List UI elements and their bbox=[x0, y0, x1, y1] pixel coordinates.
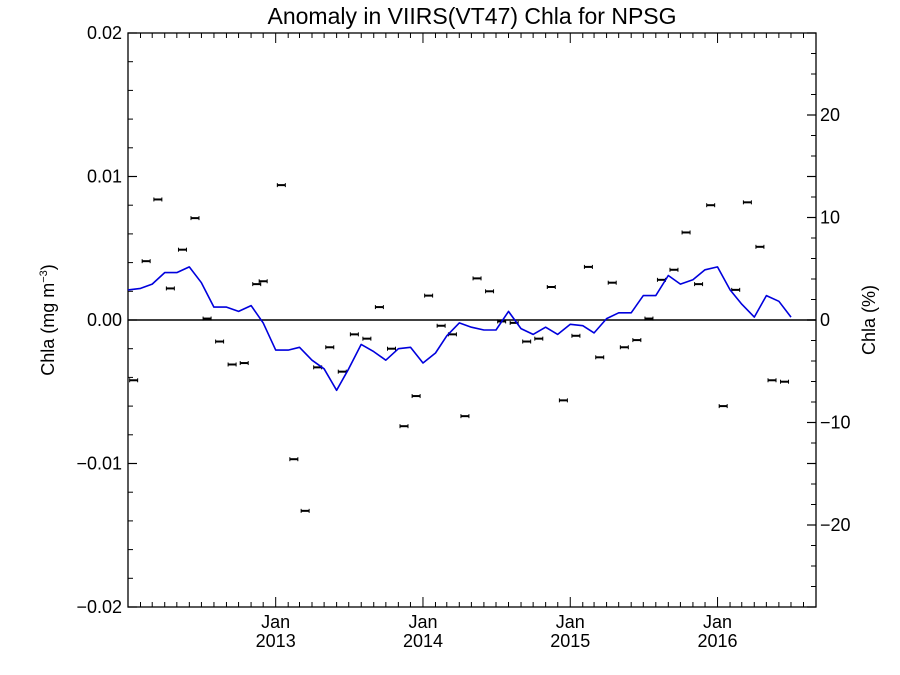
y-axis-right: 20 10 0 −10 −20 bbox=[807, 105, 851, 535]
data-point bbox=[258, 279, 268, 284]
data-point bbox=[534, 336, 544, 341]
data-point bbox=[227, 362, 237, 367]
y-tick-label-left: −0.01 bbox=[76, 454, 122, 474]
data-point bbox=[522, 339, 532, 344]
data-point bbox=[436, 323, 446, 328]
data-point bbox=[153, 197, 163, 202]
data-point bbox=[731, 287, 741, 292]
data-point bbox=[694, 282, 704, 287]
data-point bbox=[349, 332, 359, 337]
data-point bbox=[325, 345, 335, 350]
y-tick-label-left: 0.00 bbox=[87, 310, 122, 330]
x-tick-label-year: 2013 bbox=[256, 631, 296, 651]
y-tick-label-right: 10 bbox=[820, 208, 840, 228]
data-point bbox=[472, 276, 482, 281]
x-tick-label-month: Jan bbox=[408, 612, 437, 632]
data-point bbox=[546, 284, 556, 289]
y-tick-label-right: 0 bbox=[820, 310, 830, 330]
data-point bbox=[718, 404, 728, 409]
data-point bbox=[289, 457, 299, 462]
y-tick-label-left: 0.02 bbox=[87, 23, 122, 43]
data-point bbox=[632, 338, 642, 343]
data-point bbox=[190, 216, 200, 221]
y-tick-label-right: −10 bbox=[820, 413, 851, 433]
data-point bbox=[571, 333, 581, 338]
data-point bbox=[165, 286, 175, 291]
data-point bbox=[177, 247, 187, 252]
data-point bbox=[558, 398, 568, 403]
data-point bbox=[424, 293, 434, 298]
data-point bbox=[706, 203, 716, 208]
x-tick-label-month: Jan bbox=[703, 612, 732, 632]
data-point bbox=[399, 424, 409, 429]
x-tick-label-year: 2015 bbox=[550, 631, 590, 651]
data-point bbox=[239, 361, 249, 366]
data-point bbox=[780, 379, 790, 384]
data-point bbox=[374, 305, 384, 310]
y-tick-label-right: −20 bbox=[820, 515, 851, 535]
anomaly-points bbox=[129, 183, 790, 513]
data-point bbox=[644, 316, 654, 321]
data-point bbox=[215, 339, 225, 344]
data-point bbox=[411, 394, 421, 399]
y-axis-left: 0.02 0.01 0.00 −0.01 −0.02 bbox=[76, 23, 816, 617]
data-point bbox=[276, 183, 286, 188]
data-point bbox=[681, 230, 691, 235]
minor-ticks bbox=[128, 32, 816, 608]
data-point bbox=[141, 259, 151, 264]
x-tick-label-month: Jan bbox=[556, 612, 585, 632]
data-point bbox=[607, 280, 617, 285]
data-point bbox=[742, 200, 752, 205]
data-point bbox=[252, 282, 262, 287]
data-point bbox=[767, 378, 777, 383]
y-axis-left-label: Chla (mg m−3) bbox=[38, 264, 58, 376]
data-point bbox=[755, 244, 765, 249]
y-tick-label-right: 20 bbox=[820, 105, 840, 125]
x-tick-label-year: 2016 bbox=[698, 631, 738, 651]
data-point bbox=[337, 369, 347, 374]
y-axis-right-label: Chla (%) bbox=[859, 285, 879, 355]
data-point bbox=[619, 345, 629, 350]
x-tick-label-year: 2014 bbox=[403, 631, 443, 651]
x-tick-label-month: Jan bbox=[261, 612, 290, 632]
data-point bbox=[460, 414, 470, 419]
data-point bbox=[202, 316, 212, 321]
chart-title: Anomaly in VIIRS(VT47) Chla for NPSG bbox=[267, 3, 676, 29]
data-point bbox=[386, 346, 396, 351]
data-point bbox=[129, 378, 139, 383]
data-point bbox=[595, 355, 605, 360]
trend-line bbox=[127, 266, 792, 392]
data-point bbox=[300, 508, 310, 513]
data-point bbox=[485, 289, 495, 294]
data-point bbox=[362, 336, 372, 341]
data-point bbox=[669, 267, 679, 272]
y-tick-label-left: 0.01 bbox=[87, 167, 122, 187]
y-tick-label-left: −0.02 bbox=[76, 597, 122, 617]
data-point bbox=[583, 264, 593, 269]
